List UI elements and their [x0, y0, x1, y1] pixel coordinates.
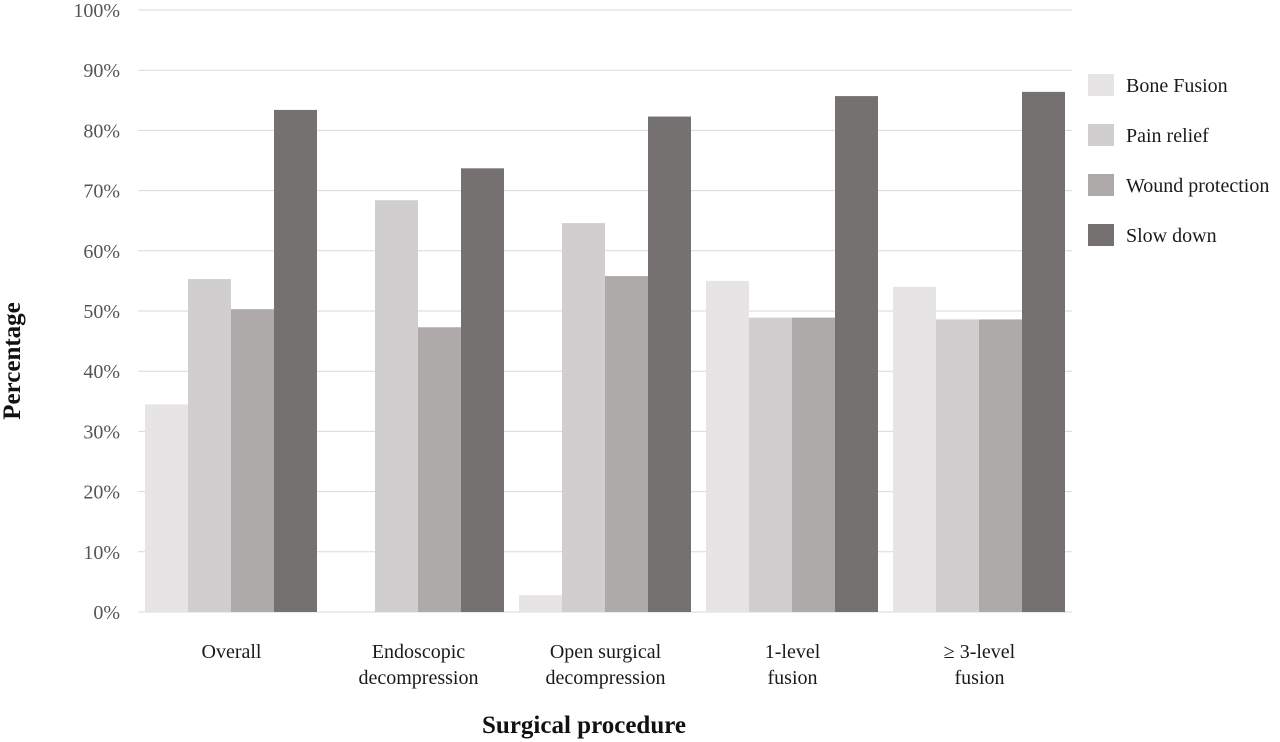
y-axis-title: Percentage [0, 302, 26, 420]
x-category-label: Endoscopic decompression [359, 641, 479, 689]
y-tick-label: 30% [83, 421, 120, 443]
legend-swatch [1088, 124, 1114, 146]
bar [274, 109, 317, 612]
y-tick-label: 40% [83, 361, 120, 383]
bar [519, 595, 562, 612]
x-category-label: Open surgical decompression [546, 641, 666, 689]
y-tick-label: 0% [93, 602, 120, 624]
legend-label: Slow down [1126, 225, 1217, 247]
y-tick-label: 70% [83, 181, 120, 203]
bar [893, 286, 936, 612]
y-tick-label: 100% [73, 0, 120, 22]
bar [605, 276, 648, 612]
x-category-label: ≥ 3-level fusion [944, 641, 1016, 689]
bar [648, 116, 691, 612]
bar [461, 168, 504, 613]
y-tick-label: 90% [83, 60, 120, 82]
legend-label: Wound protection [1126, 175, 1269, 197]
y-tick-label: 60% [83, 241, 120, 263]
bar [979, 319, 1022, 612]
y-tick-label: 20% [83, 482, 120, 504]
bars [145, 91, 1065, 613]
legend-swatch [1088, 174, 1114, 196]
y-tick-label: 50% [83, 301, 120, 323]
bar [706, 280, 749, 612]
bar [418, 327, 461, 612]
legend-swatch [1088, 224, 1114, 246]
bar [145, 404, 188, 612]
x-category-label: Overall [202, 641, 262, 663]
y-axis-ticks: 0% 10% 20% 30% 40% 50% 60% 70% 80% 90% 100% [73, 0, 120, 624]
x-axis-title: Surgical procedure [482, 712, 686, 739]
x-category-label: 1-level fusion [765, 641, 821, 689]
legend-swatch [1088, 74, 1114, 96]
bar [562, 223, 605, 612]
y-tick-label: 10% [83, 542, 120, 564]
legend-label: Pain relief [1126, 125, 1209, 147]
x-axis-categories: Overall Endoscopic decompression Open surgi… [202, 641, 1016, 689]
bar [749, 317, 792, 612]
bar [1022, 91, 1065, 612]
bar [231, 309, 274, 612]
legend: Bone Fusion Pain relief Wound protection Sl… [1088, 74, 1269, 247]
bar [936, 319, 979, 612]
y-tick-label: 80% [83, 120, 120, 142]
bar [188, 279, 231, 612]
bar [792, 317, 835, 612]
bar [835, 96, 878, 612]
legend-label: Bone Fusion [1126, 75, 1228, 97]
bar [375, 200, 418, 612]
